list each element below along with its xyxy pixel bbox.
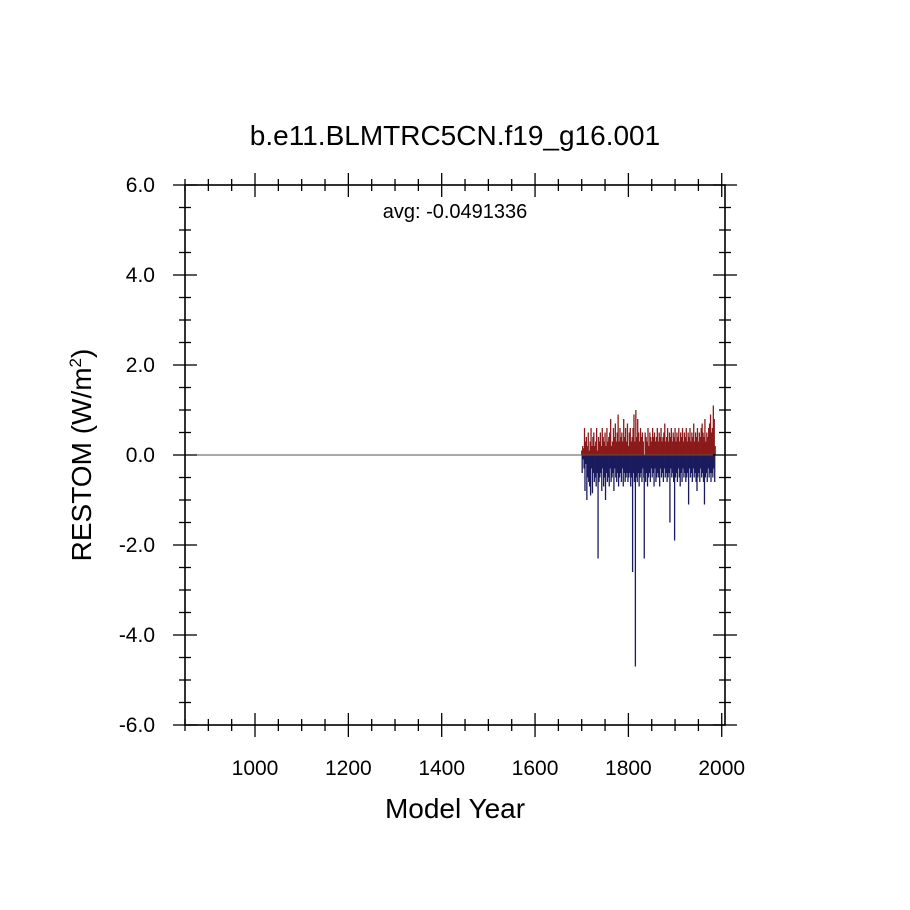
x-tick-label: 1000 bbox=[232, 757, 279, 780]
x-tick-label: 1200 bbox=[325, 757, 372, 780]
bar-series bbox=[581, 405, 716, 667]
x-tick-label: 1600 bbox=[512, 757, 559, 780]
x-tick-label: 2000 bbox=[698, 757, 745, 780]
axes: -6.0 -4.0 -2.0 0.0 2.0 4.0 6.0 1000 1200 1400 1600… bbox=[119, 173, 745, 780]
avg-annotation: avg: -0.0491336 bbox=[383, 201, 528, 223]
chart-title: b.e11.BLMTRC5CN.f19_g16.001 bbox=[250, 120, 660, 151]
y-tick-label: 2.0 bbox=[126, 354, 155, 377]
y-tick-label: 6.0 bbox=[126, 174, 155, 197]
x-axis-label: Model Year bbox=[385, 793, 525, 824]
x-tick-label: 1400 bbox=[418, 757, 465, 780]
y-tick-label: 4.0 bbox=[126, 264, 155, 287]
y-axis-label-superscript: 2 bbox=[66, 358, 85, 367]
x-tick-label: 1800 bbox=[605, 757, 652, 780]
y-axis-label-main: RESTOM (W/m bbox=[66, 367, 97, 561]
y-axis-label-close: ) bbox=[66, 349, 97, 358]
y-tick-label: -4.0 bbox=[119, 624, 155, 647]
y-tick-label: -6.0 bbox=[119, 714, 155, 737]
y-tick-label: -2.0 bbox=[119, 534, 155, 557]
y-axis-label: RESTOM (W/m2) bbox=[66, 349, 97, 562]
y-tick-label: 0.0 bbox=[126, 444, 155, 467]
